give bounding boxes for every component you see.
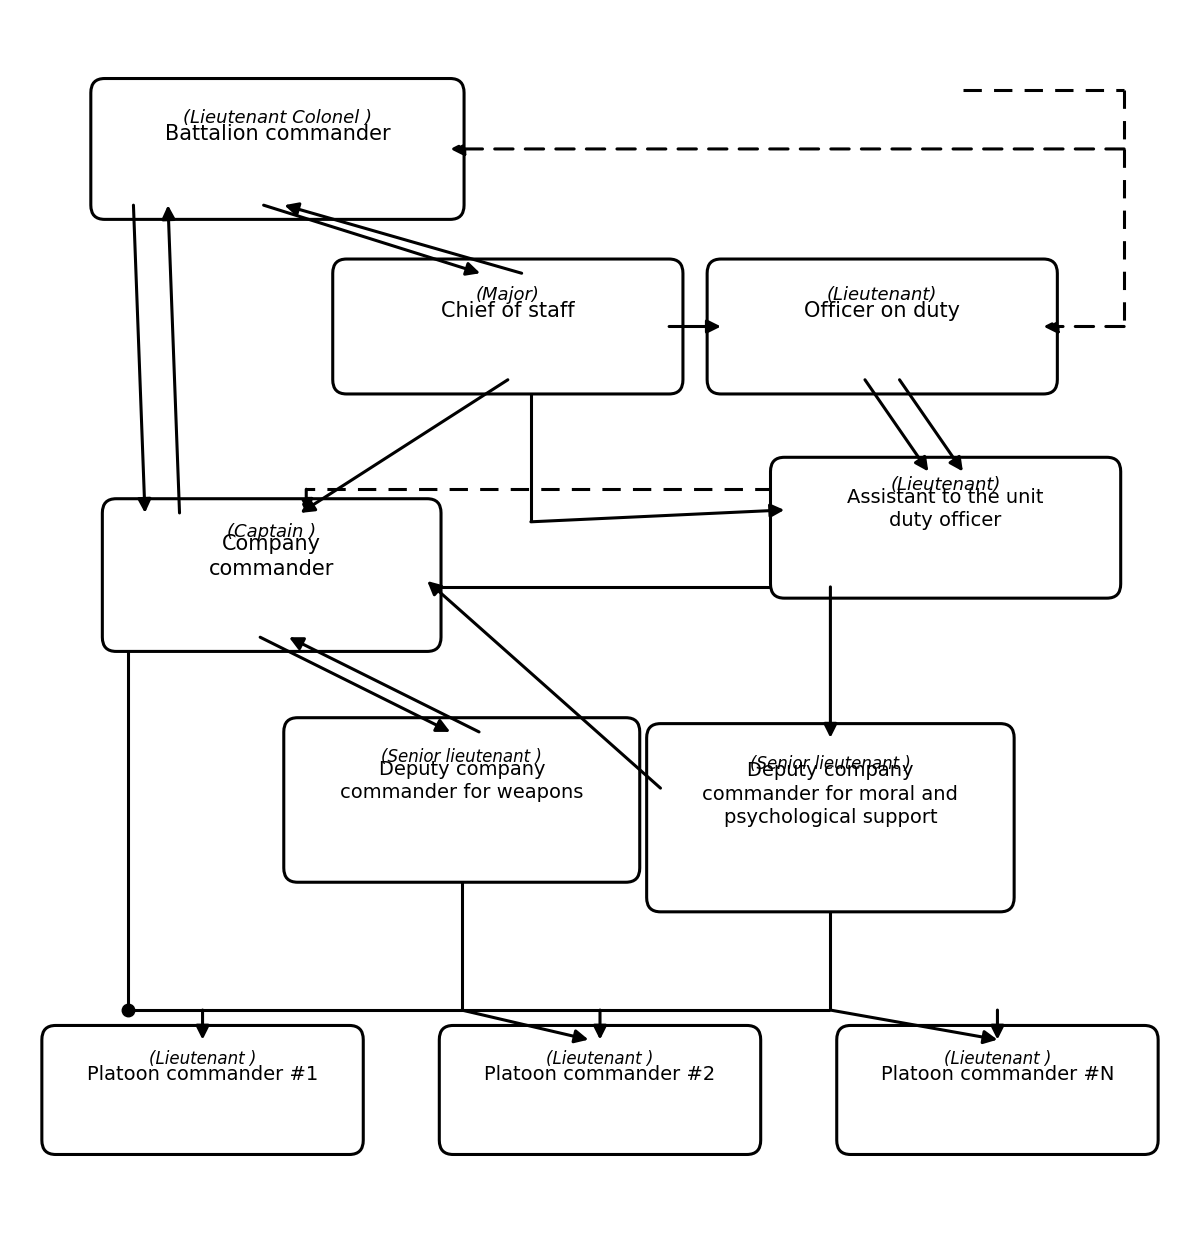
FancyArrowPatch shape [865,380,926,469]
FancyArrowPatch shape [992,1010,1003,1036]
FancyBboxPatch shape [439,1026,761,1154]
FancyBboxPatch shape [647,724,1014,912]
Text: Battalion commander: Battalion commander [164,123,390,143]
FancyArrowPatch shape [900,380,961,469]
Text: (Senior lieutenant ): (Senior lieutenant ) [750,755,911,773]
FancyArrowPatch shape [292,639,479,732]
FancyBboxPatch shape [836,1026,1158,1154]
FancyArrowPatch shape [430,583,660,788]
Text: Deputy company
commander for moral and
psychological support: Deputy company commander for moral and p… [702,761,959,827]
FancyArrowPatch shape [670,321,718,332]
FancyBboxPatch shape [42,1026,364,1154]
Text: (Lieutenant): (Lieutenant) [827,286,937,305]
FancyArrowPatch shape [197,1010,208,1036]
Text: (Lieutenant ): (Lieutenant ) [546,1049,654,1068]
FancyArrowPatch shape [301,490,312,509]
Text: (Lieutenant ): (Lieutenant ) [149,1049,257,1068]
FancyBboxPatch shape [102,498,442,651]
FancyArrowPatch shape [1046,321,1124,332]
Text: Platoon commander #1: Platoon commander #1 [86,1065,318,1084]
Text: Deputy company
commander for weapons: Deputy company commander for weapons [340,760,583,803]
Text: (Captain ): (Captain ) [227,524,317,541]
Text: Platoon commander #N: Platoon commander #N [881,1065,1114,1084]
FancyArrowPatch shape [264,205,476,274]
Text: (Lieutenant): (Lieutenant) [890,476,1001,494]
FancyArrowPatch shape [824,587,836,735]
Text: (Lieutenant Colonel ): (Lieutenant Colonel ) [182,109,372,127]
FancyBboxPatch shape [707,259,1057,395]
Text: Assistant to the unit
duty officer: Assistant to the unit duty officer [847,487,1044,530]
FancyArrowPatch shape [163,208,180,513]
FancyBboxPatch shape [770,457,1121,598]
FancyArrowPatch shape [304,380,508,512]
Text: (Major): (Major) [476,286,540,305]
Text: (Lieutenant ): (Lieutenant ) [943,1049,1051,1068]
FancyArrowPatch shape [133,205,150,509]
Text: Officer on duty: Officer on duty [804,301,960,321]
FancyArrowPatch shape [454,143,1124,154]
FancyArrowPatch shape [260,637,448,730]
Text: (Senior lieutenant ): (Senior lieutenant ) [382,748,542,767]
FancyBboxPatch shape [332,259,683,395]
Text: Platoon commander #2: Platoon commander #2 [485,1065,715,1084]
FancyArrowPatch shape [830,1010,994,1043]
FancyArrowPatch shape [594,1010,606,1036]
Text: Chief of staff: Chief of staff [442,301,575,321]
FancyArrowPatch shape [530,506,781,522]
FancyArrowPatch shape [462,1010,586,1042]
FancyBboxPatch shape [91,79,464,219]
Text: Company
commander: Company commander [209,534,335,578]
FancyArrowPatch shape [288,203,522,274]
FancyBboxPatch shape [283,718,640,883]
